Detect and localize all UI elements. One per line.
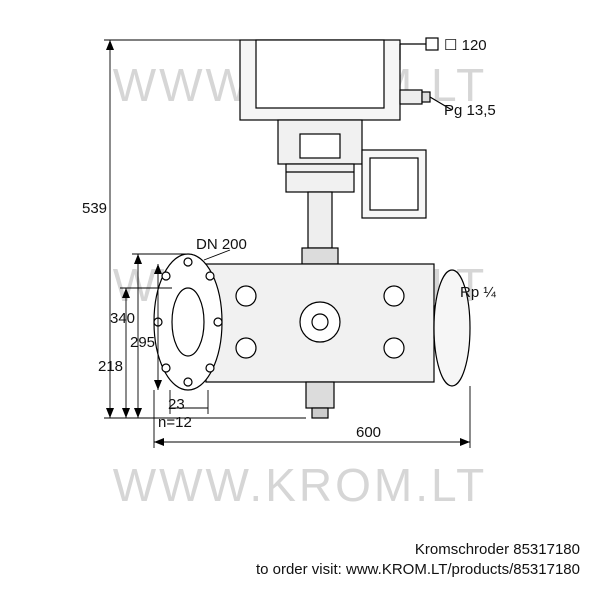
brand-label: Kromschroder [415, 541, 509, 558]
stem [308, 192, 332, 248]
drawing-svg [0, 0, 600, 600]
dim-295: 295 [130, 334, 155, 351]
box-callout-square [426, 38, 438, 50]
caption-order: to order visit: www.KROM.LT/products/853… [256, 561, 580, 578]
indicator-window [300, 134, 340, 158]
dim-218: 218 [98, 358, 123, 375]
order-prefix: to order visit: [256, 561, 342, 578]
order-url[interactable]: www.KROM.LT/products/85317180 [346, 561, 580, 578]
actuator-box-inner [256, 40, 384, 108]
dim-rp: Rp ¼ [460, 284, 496, 301]
dim-600: 600 [356, 424, 381, 441]
canvas: WWW.KROM.LT WWW.KROM.LT WWW.KROM.LT [0, 0, 600, 600]
dim-box-120: ☐ 120 [444, 36, 487, 54]
caption-brand-part: Kromschroder 85317180 [415, 541, 580, 558]
dim-23: 23 [168, 396, 185, 413]
dim-pg: Pg 13,5 [444, 102, 496, 119]
neck-lower [286, 164, 354, 192]
drain-plug [306, 382, 334, 408]
dim-n12: n=12 [158, 414, 192, 431]
dim-340: 340 [110, 310, 135, 327]
cable-gland [400, 90, 422, 104]
dim-dn: DN 200 [196, 236, 247, 253]
part-number: 85317180 [513, 541, 580, 558]
dim-539: 539 [82, 200, 107, 217]
